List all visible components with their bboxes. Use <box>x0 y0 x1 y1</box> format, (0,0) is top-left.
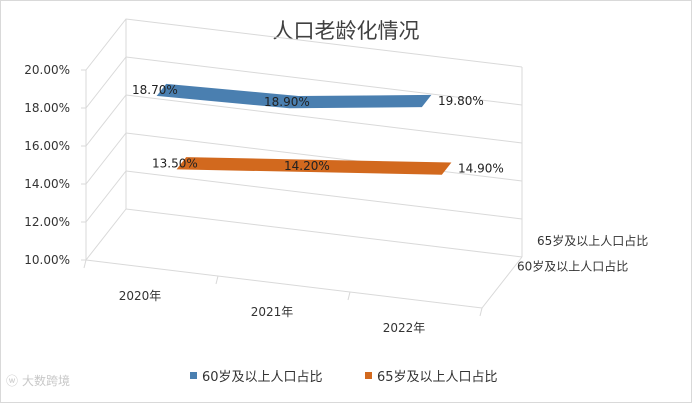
x-tick-label: 2020年 <box>119 289 162 303</box>
gridlines <box>85 18 523 261</box>
data-label: 18.90% <box>264 95 310 109</box>
y-tick-label: 10.00% <box>24 253 70 267</box>
legend-label: 60岁及以上人口占比 <box>202 370 323 385</box>
data-label: 18.70% <box>132 83 178 97</box>
watermark-icon: ⓦ <box>6 374 18 388</box>
axes: 10.00% 12.00% 14.00% 16.00% 18.00% 20.00% 2020… <box>24 63 648 335</box>
legend: 60岁及以上人口占比 65岁及以上人口占比 <box>190 370 498 385</box>
x-tick-label: 2022年 <box>383 321 426 335</box>
data-label: 14.90% <box>458 162 504 176</box>
x-tick-label: 2021年 <box>251 305 294 319</box>
y-tick-label: 12.00% <box>24 215 70 229</box>
series-ribbon <box>156 83 432 109</box>
chart-title: 人口老龄化情况 <box>273 19 420 43</box>
data-label: 14.20% <box>284 159 330 173</box>
x-tick-mark <box>215 275 219 285</box>
legend-swatch <box>365 372 372 379</box>
legend-label: 65岁及以上人口占比 <box>377 370 498 385</box>
data-label: 13.50% <box>152 156 198 170</box>
watermark-text: 大数跨境 <box>22 373 70 388</box>
depth-axis-label: 65岁及以上人口占比 <box>537 233 648 248</box>
y-tick-label: 20.00% <box>24 63 70 77</box>
series-ribbon <box>176 157 452 175</box>
y-tick-label: 18.00% <box>24 101 70 115</box>
depth-axis-label: 60岁及以上人口占比 <box>517 258 628 273</box>
x-tick-mark <box>347 291 351 301</box>
y-tick-label: 16.00% <box>24 139 70 153</box>
series-ribbons <box>156 83 452 175</box>
x-tick-mark <box>83 259 87 269</box>
y-tick-label: 14.00% <box>24 177 70 191</box>
data-labels: 13.50% 14.20% 14.90% 18.70% 18.90% 19.80% <box>132 83 504 176</box>
watermark: ⓦ 大数跨境 <box>6 373 70 388</box>
data-label: 19.80% <box>438 94 484 108</box>
legend-swatch <box>190 372 197 379</box>
x-tick-mark <box>479 307 483 317</box>
